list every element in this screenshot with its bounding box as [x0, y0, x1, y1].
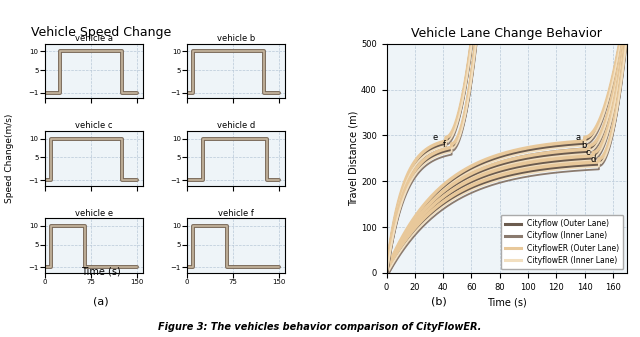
- Text: (a): (a): [93, 297, 109, 307]
- Title: vehicle b: vehicle b: [217, 34, 255, 43]
- X-axis label: Time (s): Time (s): [487, 297, 527, 307]
- Title: vehicle e: vehicle e: [75, 209, 113, 218]
- Text: e: e: [432, 133, 438, 142]
- Text: Figure 3: The vehicles behavior comparison of CityFlowER.: Figure 3: The vehicles behavior comparis…: [158, 322, 482, 332]
- Text: d: d: [591, 155, 596, 164]
- Text: c: c: [586, 148, 590, 157]
- Title: vehicle a: vehicle a: [75, 34, 113, 43]
- Y-axis label: Travel Distance (m): Travel Distance (m): [348, 111, 358, 206]
- Text: Vehicle Speed Change: Vehicle Speed Change: [31, 26, 172, 38]
- Text: Speed Change(m/s): Speed Change(m/s): [5, 114, 14, 203]
- Text: (b): (b): [431, 297, 446, 307]
- Text: a: a: [575, 133, 580, 142]
- Text: b: b: [580, 141, 586, 150]
- Title: vehicle c: vehicle c: [75, 121, 113, 130]
- Title: Vehicle Lane Change Behavior: Vehicle Lane Change Behavior: [412, 27, 602, 40]
- Title: vehicle f: vehicle f: [218, 209, 254, 218]
- Legend: Cityflow (Outer Lane), Cityflow (Inner Lane), CityflowER (Outer Lane), CityflowE: Cityflow (Outer Lane), Cityflow (Inner L…: [500, 215, 623, 269]
- Text: Time (s): Time (s): [81, 266, 121, 276]
- Text: f: f: [443, 140, 446, 149]
- Title: vehicle d: vehicle d: [217, 121, 255, 130]
